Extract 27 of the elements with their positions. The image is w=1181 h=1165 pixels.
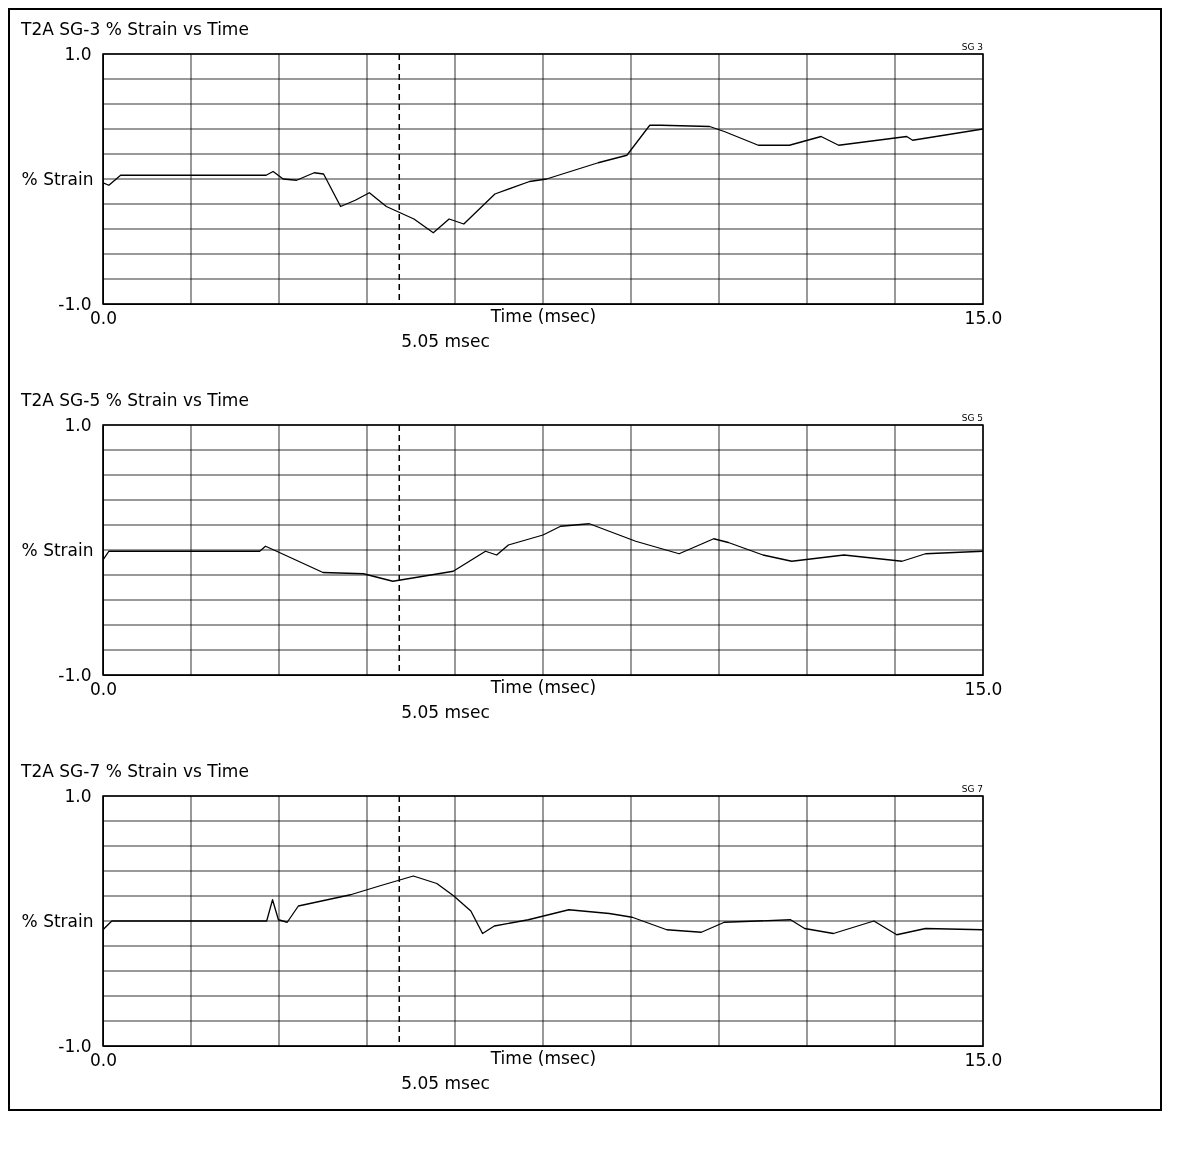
x-tick-label: 15.0	[964, 1049, 1003, 1070]
ref-line-label: 5.05 msec	[401, 331, 490, 351]
chart-title: T2A SG-5 % Strain vs Time	[20, 390, 249, 410]
ref-line-label: 5.05 msec	[401, 1073, 490, 1093]
x-axis-title: Time (msec)	[489, 676, 597, 697]
y-axis-title: % Strain	[21, 168, 94, 189]
chart-title: T2A SG-7 % Strain vs Time	[20, 761, 249, 781]
y-tick-label: -1.0	[58, 1035, 92, 1056]
text: SG 3	[961, 42, 983, 52]
y-tick-label: 1.0	[64, 785, 92, 806]
x-tick-label: 15.0	[964, 678, 1003, 699]
x-tick-label: 0.0	[89, 1049, 118, 1070]
y-axis-title: % Strain	[21, 910, 94, 931]
x-axis-title: Time (msec)	[489, 305, 597, 326]
ref-line-label: 5.05 msec	[401, 702, 490, 722]
y-axis-title: % Strain	[21, 539, 94, 560]
y-tick-label: -1.0	[58, 293, 92, 314]
chart-title: T2A SG-3 % Strain vs Time	[20, 19, 249, 39]
text: SG 5	[961, 413, 983, 423]
x-tick-label: 15.0	[964, 307, 1003, 328]
x-tick-label: 0.0	[89, 307, 118, 328]
y-tick-label: -1.0	[58, 664, 92, 685]
x-tick-label: 0.0	[89, 678, 118, 699]
y-tick-label: 1.0	[64, 414, 92, 435]
text: SG 7	[961, 784, 983, 794]
y-tick-label: 1.0	[64, 43, 92, 64]
x-axis-title: Time (msec)	[489, 1047, 597, 1068]
